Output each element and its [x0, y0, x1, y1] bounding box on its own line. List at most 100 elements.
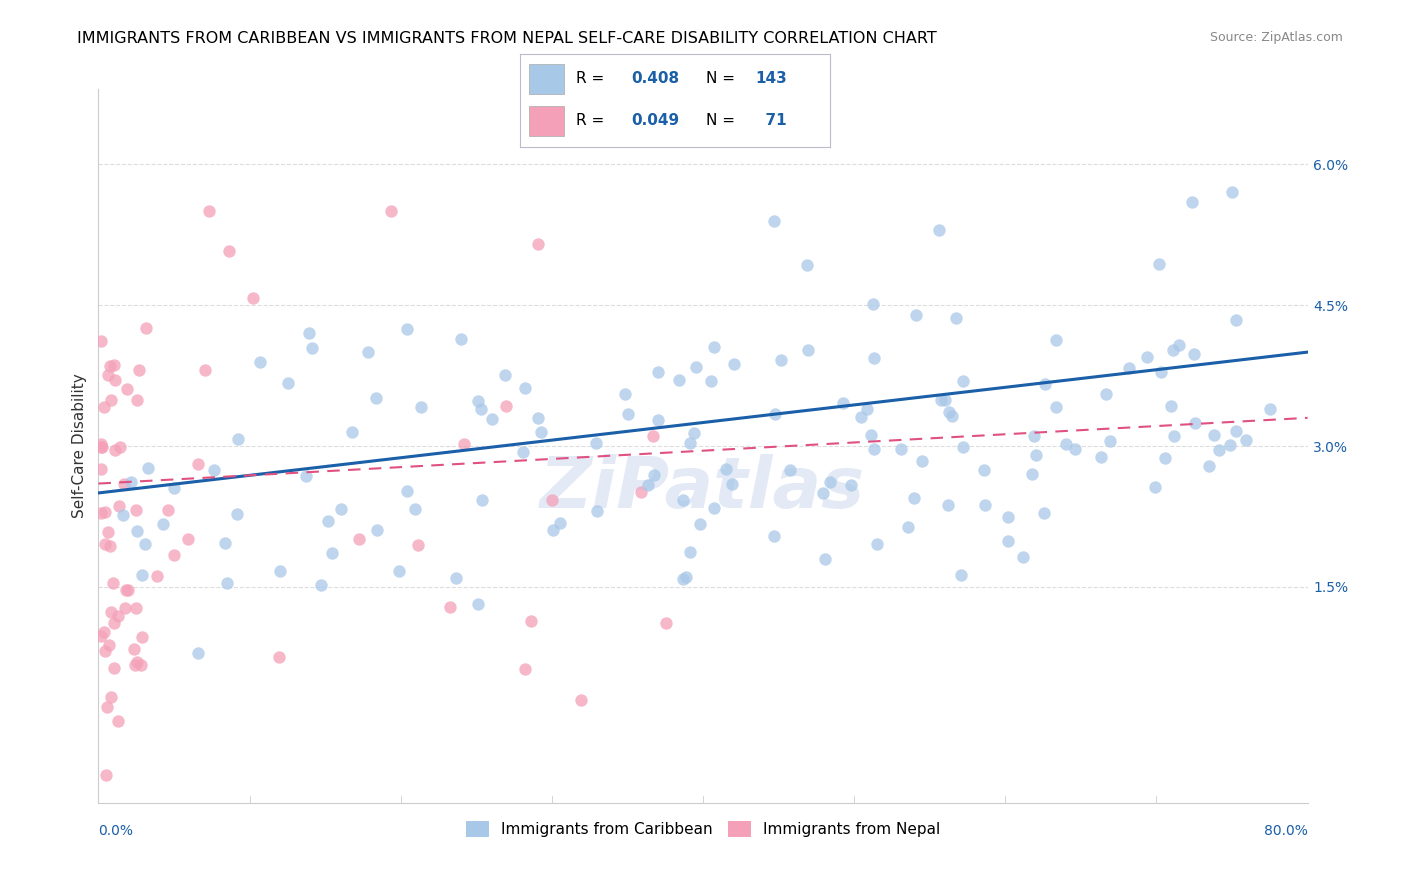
Text: 80.0%: 80.0%: [1264, 824, 1308, 838]
Point: [683, 425, 706, 440]
Point: [90, 441, 112, 455]
Point: [107, 714, 129, 728]
Point: [226, 508, 249, 522]
Point: [228, 432, 250, 446]
Point: [366, 523, 388, 537]
Point: [131, 630, 153, 644]
Point: [249, 354, 271, 368]
Point: [103, 442, 125, 457]
Point: [124, 657, 146, 672]
Point: [929, 392, 952, 407]
Point: [388, 565, 411, 579]
Point: [675, 570, 697, 584]
Point: [439, 599, 461, 614]
Point: [453, 437, 475, 451]
Text: 0.0%: 0.0%: [98, 824, 134, 838]
Point: [321, 546, 343, 560]
Point: [97, 524, 120, 539]
Point: [98, 539, 121, 553]
Point: [380, 204, 402, 219]
Point: [301, 341, 323, 355]
Point: [866, 537, 889, 551]
Point: [1033, 506, 1056, 520]
Point: [1099, 434, 1122, 448]
Point: [309, 578, 332, 592]
Point: [1025, 448, 1047, 462]
Point: [347, 532, 370, 546]
Point: [131, 567, 153, 582]
Point: [541, 492, 564, 507]
Point: [125, 601, 148, 615]
Point: [127, 393, 149, 408]
Point: [131, 657, 153, 672]
Point: [103, 359, 125, 373]
Point: [763, 407, 786, 421]
Point: [110, 440, 132, 454]
Point: [1045, 334, 1067, 348]
Point: [700, 374, 723, 388]
Point: [1219, 437, 1241, 451]
Point: [703, 340, 725, 354]
Point: [928, 223, 950, 237]
Point: [1033, 377, 1056, 392]
Point: [513, 381, 536, 395]
Point: [1225, 424, 1247, 438]
Point: [1163, 428, 1185, 442]
Point: [194, 363, 217, 377]
Point: [467, 393, 489, 408]
Point: [269, 564, 291, 578]
Point: [1208, 442, 1230, 457]
Text: Source: ZipAtlas.com: Source: ZipAtlas.com: [1209, 31, 1343, 45]
Point: [1022, 429, 1045, 443]
Point: [641, 429, 664, 443]
Point: [1094, 387, 1116, 401]
Point: [679, 436, 702, 450]
Point: [1220, 186, 1243, 200]
Point: [934, 393, 956, 408]
Text: 143: 143: [755, 71, 787, 87]
Point: [811, 486, 834, 500]
Point: [769, 353, 792, 368]
Point: [134, 537, 156, 551]
Point: [176, 533, 198, 547]
Point: [103, 616, 125, 631]
Point: [90, 334, 112, 348]
FancyBboxPatch shape: [530, 106, 564, 136]
Point: [938, 404, 960, 418]
Point: [94, 505, 117, 519]
Point: [1182, 347, 1205, 361]
Point: [98, 359, 121, 373]
Point: [723, 357, 745, 371]
Point: [863, 351, 886, 365]
Point: [548, 516, 571, 530]
Point: [526, 411, 548, 425]
Point: [904, 308, 927, 322]
Point: [1154, 450, 1177, 465]
Point: [585, 436, 607, 450]
Point: [187, 457, 209, 471]
Point: [530, 425, 553, 439]
Point: [1045, 401, 1067, 415]
Point: [862, 442, 884, 456]
Point: [471, 493, 494, 508]
Point: [163, 481, 186, 495]
Point: [269, 650, 291, 665]
Point: [859, 427, 882, 442]
Point: [96, 700, 118, 714]
Point: [91, 441, 114, 455]
Point: [818, 475, 841, 489]
Point: [93, 537, 115, 551]
Point: [100, 393, 122, 408]
Point: [1064, 442, 1087, 456]
Point: [115, 383, 138, 397]
Point: [120, 475, 142, 490]
Point: [655, 616, 678, 631]
Point: [330, 502, 353, 516]
Point: [481, 412, 503, 426]
Point: [450, 332, 472, 346]
Point: [117, 583, 139, 598]
Point: [637, 478, 659, 492]
Point: [90, 629, 112, 643]
Text: ZiPatlas: ZiPatlas: [540, 454, 866, 524]
Point: [404, 502, 426, 516]
